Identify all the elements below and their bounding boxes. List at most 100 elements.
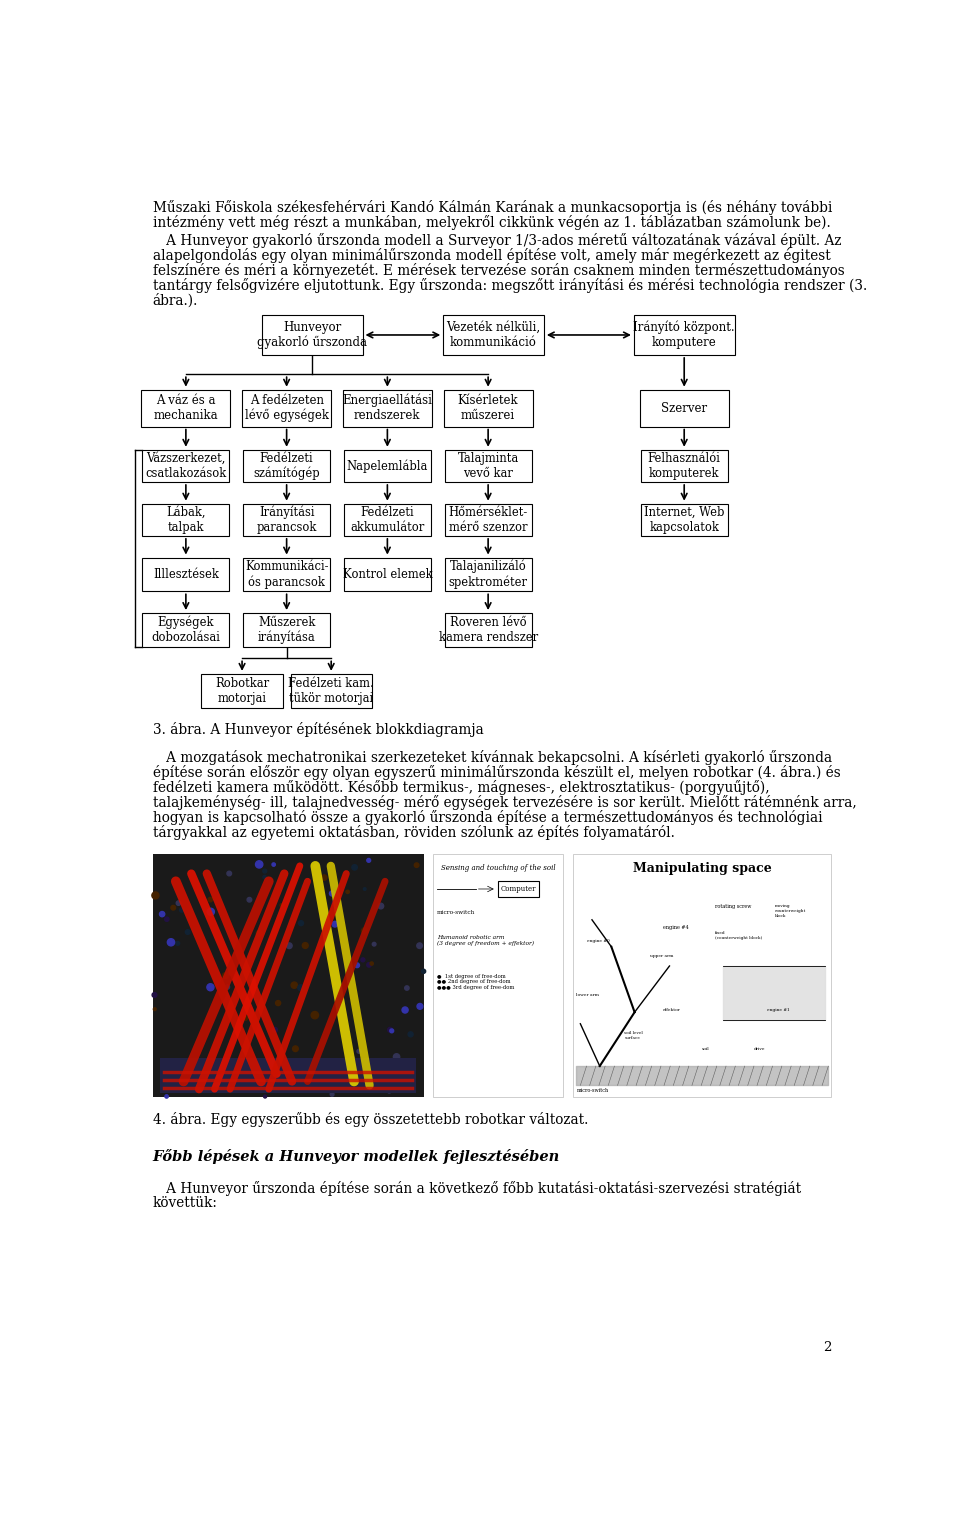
Circle shape xyxy=(298,985,303,990)
Text: effektor: effektor xyxy=(663,1008,681,1013)
FancyBboxPatch shape xyxy=(243,558,330,592)
Circle shape xyxy=(421,970,425,973)
Text: tárgyakkal az egyetemi oktatásban, röviden szólunk az építés folyamatáról.: tárgyakkal az egyetemi oktatásban, rövid… xyxy=(153,825,675,841)
Circle shape xyxy=(256,930,262,936)
Circle shape xyxy=(378,904,384,908)
Text: Internet, Web
kapcsolatok: Internet, Web kapcsolatok xyxy=(644,506,725,533)
Circle shape xyxy=(406,1064,410,1068)
Text: Humanoid robotic arm
(3 degree of freedom + effektor): Humanoid robotic arm (3 degree of freedo… xyxy=(437,934,534,947)
FancyBboxPatch shape xyxy=(344,450,431,483)
Circle shape xyxy=(332,982,336,985)
Text: Kommunikáci-
ós parancsok: Kommunikáci- ós parancsok xyxy=(245,559,328,589)
Text: Napelemlábla: Napelemlábla xyxy=(347,460,428,472)
Text: soil: soil xyxy=(702,1047,709,1051)
Text: upper arm: upper arm xyxy=(650,954,674,959)
Circle shape xyxy=(311,1011,319,1019)
Circle shape xyxy=(207,908,214,916)
Text: Kontrol elemek: Kontrol elemek xyxy=(343,569,432,581)
Text: fedélzeti kamera működött. Később termikus-, mágneses-, elektrosztatikus- (porgy: fedélzeti kamera működött. Később termik… xyxy=(153,781,769,796)
Text: Energiaellátási
rendszerek: Energiaellátási rendszerek xyxy=(343,393,432,423)
Circle shape xyxy=(361,958,365,962)
Text: rotating screw: rotating screw xyxy=(715,904,752,910)
Circle shape xyxy=(234,1031,237,1034)
Circle shape xyxy=(195,1082,198,1085)
Text: Felhasználói
komputerek: Felhasználói komputerek xyxy=(648,452,721,480)
Text: Egységek
dobozolásai: Egységek dobozolásai xyxy=(152,616,220,644)
Text: A Hunveyor gyakorló űrszonda modell a Surveyor 1/3-ados méretű változatának vázá: A Hunveyor gyakorló űrszonda modell a Su… xyxy=(153,234,841,247)
Text: Műszerek
irányítása: Műszerek irányítása xyxy=(257,616,316,644)
Circle shape xyxy=(349,1084,356,1090)
FancyBboxPatch shape xyxy=(160,1059,416,1093)
FancyBboxPatch shape xyxy=(444,390,533,427)
Circle shape xyxy=(177,901,180,905)
Circle shape xyxy=(394,1054,399,1061)
FancyBboxPatch shape xyxy=(444,613,532,647)
Circle shape xyxy=(208,898,212,902)
Circle shape xyxy=(171,905,176,910)
Circle shape xyxy=(240,1081,244,1084)
Circle shape xyxy=(263,876,266,879)
Text: követtük:: követtük: xyxy=(153,1196,217,1210)
Circle shape xyxy=(352,865,357,870)
Circle shape xyxy=(336,1082,340,1087)
Text: Talajanilizáló
spektrométer: Talajanilizáló spektrométer xyxy=(448,559,528,589)
Circle shape xyxy=(316,1059,320,1062)
Circle shape xyxy=(263,868,267,873)
Circle shape xyxy=(272,862,276,867)
Circle shape xyxy=(367,859,371,862)
Text: soil level
surface: soil level surface xyxy=(624,1031,643,1041)
Circle shape xyxy=(273,1027,277,1033)
Text: 2: 2 xyxy=(823,1342,831,1354)
Circle shape xyxy=(264,1094,267,1097)
Circle shape xyxy=(388,1027,393,1033)
Text: Fedélzeti
akkumulátor: Fedélzeti akkumulátor xyxy=(350,506,424,533)
Text: 4. ábra. Egy egyszerűbb és egy összetettebb robotkar változat.: 4. ábra. Egy egyszerűbb és egy összetett… xyxy=(153,1113,588,1127)
FancyBboxPatch shape xyxy=(142,504,229,536)
Circle shape xyxy=(332,899,339,907)
Circle shape xyxy=(357,1050,361,1053)
FancyBboxPatch shape xyxy=(243,450,330,483)
Circle shape xyxy=(266,1062,271,1067)
FancyBboxPatch shape xyxy=(343,390,432,427)
Circle shape xyxy=(291,982,298,988)
Circle shape xyxy=(152,891,159,899)
FancyBboxPatch shape xyxy=(243,504,330,536)
FancyBboxPatch shape xyxy=(344,558,431,592)
Text: Műszaki Főiskola székesfehérvári Kandó Kálmán Karának a munkacsoportja is (és né: Műszaki Főiskola székesfehérvári Kandó K… xyxy=(153,200,832,215)
Text: 3. ábra. A Hunveyor építésének blokkdiagramja: 3. ábra. A Hunveyor építésének blokkdiag… xyxy=(153,721,483,736)
Text: tantárgy felsőgvizére eljutottunk. Egy űrszonda: megszőtt irányítási és mérési t: tantárgy felsőgvizére eljutottunk. Egy ű… xyxy=(153,278,867,294)
Circle shape xyxy=(322,875,326,881)
Circle shape xyxy=(387,1090,391,1093)
Text: Hunveyor
gyakorló űrszonda: Hunveyor gyakorló űrszonda xyxy=(257,321,367,349)
Circle shape xyxy=(346,890,349,893)
Text: talajkeménység- ill, talajnedvesség- mérő egységek tervezésére is sor került. Mi: talajkeménység- ill, talajnedvesség- mér… xyxy=(153,796,856,810)
FancyBboxPatch shape xyxy=(634,315,734,355)
Circle shape xyxy=(330,1093,334,1096)
Text: A mozgatások mechatronikai szerkezeteket kívánnak bekapcsolni. A kísérleti gyako: A mozgatások mechatronikai szerkezeteket… xyxy=(153,750,831,765)
FancyBboxPatch shape xyxy=(444,504,532,536)
Circle shape xyxy=(367,962,372,967)
Circle shape xyxy=(362,928,368,934)
Text: Irányítási
parancsok: Irányítási parancsok xyxy=(256,506,317,533)
Circle shape xyxy=(180,908,183,911)
FancyBboxPatch shape xyxy=(262,315,363,355)
FancyBboxPatch shape xyxy=(639,390,729,427)
Text: Illlesztések: Illlesztések xyxy=(153,569,219,581)
Circle shape xyxy=(286,942,292,948)
Circle shape xyxy=(329,891,335,896)
Circle shape xyxy=(405,985,409,990)
Text: Robotkar
motorjai: Robotkar motorjai xyxy=(215,676,269,705)
Text: Roveren lévő
kamera rendszer: Roveren lévő kamera rendszer xyxy=(439,616,538,644)
Circle shape xyxy=(364,888,366,890)
Text: Vázszerkezet,
csatlakozások: Vázszerkezet, csatlakozások xyxy=(145,452,227,480)
Circle shape xyxy=(185,930,190,934)
Circle shape xyxy=(302,942,308,948)
Text: micro-switch: micro-switch xyxy=(437,910,475,915)
FancyBboxPatch shape xyxy=(344,504,431,536)
Circle shape xyxy=(223,973,228,979)
Circle shape xyxy=(152,993,156,998)
FancyBboxPatch shape xyxy=(153,855,423,1097)
FancyBboxPatch shape xyxy=(202,673,283,707)
Circle shape xyxy=(370,962,373,965)
Text: A fedélzeten
lévő egységek: A fedélzeten lévő egységek xyxy=(245,393,328,423)
